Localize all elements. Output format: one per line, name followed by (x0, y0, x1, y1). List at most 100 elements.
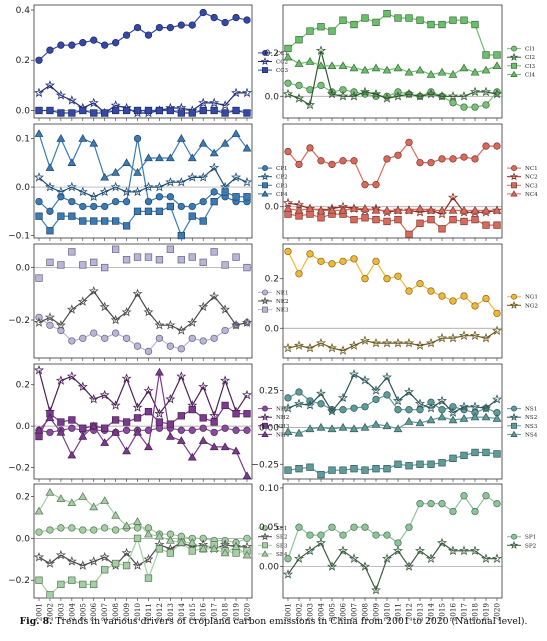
data-point (57, 109, 65, 117)
data-point (282, 569, 294, 579)
data-point (403, 88, 415, 99)
data-point (349, 63, 359, 72)
data-point (394, 539, 402, 547)
data-point (132, 560, 143, 570)
data-point (284, 247, 292, 256)
data-point (326, 88, 338, 99)
x-tick-label: 2003 (306, 603, 315, 622)
series-nh3 (35, 401, 251, 441)
data-point (57, 212, 65, 220)
data-point (177, 231, 185, 240)
data-point (210, 106, 218, 115)
data-point (122, 158, 131, 167)
data-point (372, 181, 380, 189)
data-point (438, 500, 446, 508)
data-point (305, 56, 315, 65)
data-point (414, 340, 426, 350)
data-point (460, 16, 468, 24)
data-point (470, 205, 480, 214)
data-point (315, 537, 327, 548)
data-point (77, 560, 88, 570)
data-point (306, 531, 314, 539)
data-point (199, 414, 207, 422)
data-point (221, 109, 229, 117)
data-point (35, 197, 43, 206)
data-point (337, 345, 349, 355)
x-tick-label: 2016 (449, 603, 458, 622)
data-point (79, 424, 87, 432)
data-point (491, 394, 503, 404)
data-point (482, 142, 490, 150)
data-point (243, 109, 251, 117)
data-point (293, 93, 305, 103)
data-point (350, 404, 358, 412)
data-point (405, 138, 413, 147)
y-tick-label: 0.0 (16, 534, 31, 544)
series-nh1 (35, 424, 251, 437)
data-point (133, 524, 142, 532)
x-tick-label: 2009 (372, 603, 381, 622)
series-ng1 (284, 247, 501, 318)
data-point (437, 412, 447, 421)
data-point (144, 442, 153, 451)
data-point (416, 280, 424, 288)
legend-entry: CI2 (507, 52, 535, 61)
data-point (176, 371, 187, 381)
x-tick-label: 2009 (122, 603, 131, 622)
data-point (176, 325, 187, 335)
y-tick-label: 0.2 (16, 493, 30, 503)
data-point (427, 500, 435, 508)
data-point (220, 375, 231, 385)
data-point (392, 545, 404, 556)
legend-label: NE2 (276, 299, 289, 305)
series-ne2 (33, 285, 253, 335)
data-point (449, 155, 457, 163)
legend-marker (510, 190, 518, 197)
data-point (210, 334, 218, 342)
series-nh4 (34, 367, 252, 480)
data-point (359, 335, 371, 345)
legend-label: CI1 (525, 47, 535, 53)
data-point (79, 526, 87, 534)
data-point (90, 202, 98, 211)
data-point (436, 90, 448, 101)
x-tick-label: 2012 (405, 603, 414, 621)
data-point (350, 157, 358, 165)
data-point (482, 221, 490, 229)
data-point (449, 99, 457, 107)
data-point (326, 342, 338, 353)
data-point (338, 61, 348, 70)
data-point (144, 574, 153, 582)
data-point (101, 524, 109, 532)
data-point (88, 393, 99, 404)
data-point (111, 168, 121, 176)
data-point (143, 306, 154, 317)
legend-entry: CI4 (507, 70, 535, 78)
data-point (90, 526, 98, 534)
legend-marker (511, 405, 517, 412)
series-ci4 (283, 52, 502, 78)
data-point (177, 345, 185, 353)
data-point (405, 523, 413, 531)
data-point (199, 534, 207, 543)
data-point (111, 427, 121, 436)
data-point (339, 16, 347, 24)
data-point (328, 466, 336, 474)
y-tick-label: −0.2 (8, 464, 30, 474)
data-point (438, 155, 446, 163)
data-point (89, 502, 99, 511)
legend-entry: NS2 (507, 412, 538, 421)
data-point (482, 448, 490, 457)
data-point (88, 191, 99, 202)
data-point (371, 419, 381, 428)
data-point (493, 142, 501, 150)
data-point (133, 106, 142, 115)
data-point (482, 101, 490, 109)
legend-entry: CC2 (258, 57, 289, 66)
data-point (166, 106, 175, 115)
x-tick-label: 2016 (199, 603, 208, 622)
data-point (210, 428, 218, 437)
y-tick-label: 0.00 (259, 423, 279, 433)
legend-label: NG2 (525, 303, 538, 309)
data-point (165, 319, 176, 330)
